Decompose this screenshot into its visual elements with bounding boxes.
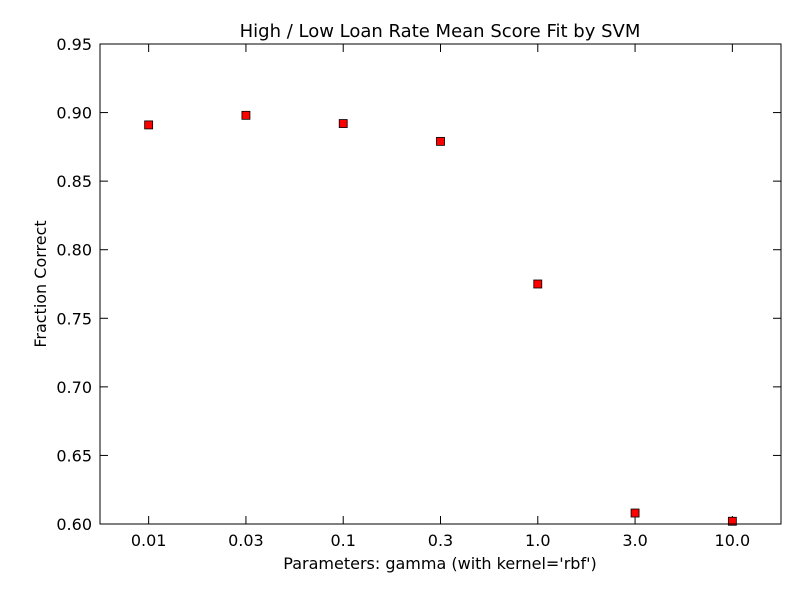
y-tick-label: 0.65 <box>56 446 92 465</box>
x-axis-label: Parameters: gamma (with kernel='rbf') <box>283 554 596 573</box>
x-tick-label: 1.0 <box>525 531 550 550</box>
data-point <box>144 120 154 130</box>
y-tick-label: 0.90 <box>56 104 92 123</box>
plot-area: 0.60 0.65 0.70 0.75 0.80 0.85 0.90 0.95 0.01 0.03… <box>56 35 781 550</box>
data-point <box>533 279 543 289</box>
y-tick-label: 0.80 <box>56 241 92 260</box>
data-point <box>436 136 445 146</box>
x-tick-label: 0.01 <box>131 531 167 550</box>
data-point <box>630 508 640 518</box>
data-point <box>338 119 348 128</box>
plot-frame <box>99 43 782 525</box>
chart-title: High / Low Loan Rate Mean Score Fit by S… <box>240 21 641 42</box>
data-point <box>241 110 251 120</box>
y-tick-label: 0.70 <box>56 378 92 397</box>
y-tick-label: 0.95 <box>56 35 92 54</box>
x-tick-label: 3.0 <box>622 531 647 550</box>
y-axis-label: Fraction Correct <box>31 220 50 347</box>
data-point <box>727 516 737 526</box>
x-tick-label: 10.0 <box>715 531 751 550</box>
y-tick-label: 0.85 <box>56 172 92 191</box>
y-tick-label: 0.60 <box>56 515 92 534</box>
y-tick-label: 0.75 <box>56 309 92 328</box>
x-tick-label: 0.1 <box>330 531 355 550</box>
x-tick-label: 0.3 <box>428 531 453 550</box>
x-tick-label: 0.03 <box>228 531 264 550</box>
